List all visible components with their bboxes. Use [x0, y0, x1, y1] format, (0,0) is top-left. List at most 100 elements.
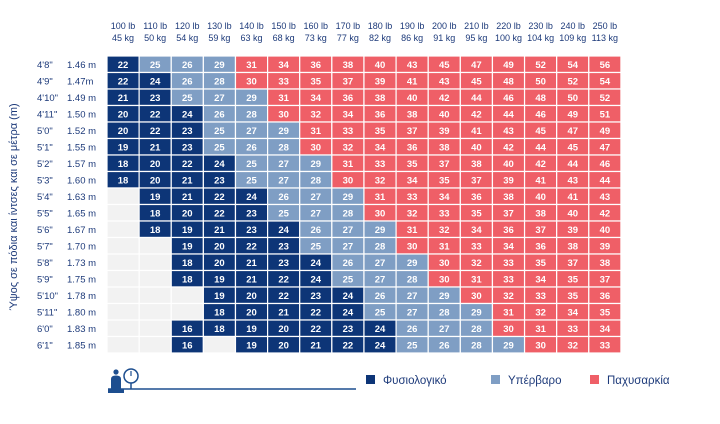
bmi-value-label: 56 [600, 60, 611, 71]
column-header-kg: 86 kg [401, 33, 423, 43]
empty-cell [138, 302, 172, 321]
column-header-lb: 110 lb [143, 21, 167, 31]
bmi-value-label: 52 [567, 76, 578, 87]
bmi-value-label: 26 [246, 142, 257, 153]
row-header-feet: 5'4" [37, 192, 53, 203]
column-header-lb: 180 lb [368, 21, 393, 31]
bmi-value-label: 34 [310, 93, 321, 104]
bmi-value-label: 43 [503, 126, 514, 137]
column-header-kg: 113 kg [592, 33, 618, 43]
bmi-value-label: 37 [407, 126, 418, 137]
bmi-value-label: 36 [503, 225, 514, 236]
bmi-value-label: 39 [503, 175, 514, 186]
bmi-value-label: 22 [246, 241, 257, 252]
bmi-value-label: 42 [439, 93, 450, 104]
bmi-value-label: 24 [375, 324, 386, 335]
empty-cell [106, 220, 140, 239]
bmi-cells: 22 25 26 29 31 34 36 38 40 43 45 47 49 52 54 56 22 24 26 28… [106, 55, 622, 354]
bmi-value-label: 40 [503, 159, 514, 170]
empty-cell [106, 286, 140, 305]
bmi-value-label: 20 [246, 307, 257, 318]
bmi-value-label: 35 [407, 159, 418, 170]
empty-cell [106, 187, 140, 206]
legend-swatch-normal [366, 375, 375, 384]
bmi-value-label: 30 [375, 208, 386, 219]
bmi-value-label: 33 [407, 192, 418, 203]
row-header-feet: 4'8" [37, 60, 53, 71]
empty-cell [138, 253, 172, 272]
bmi-value-label: 21 [182, 192, 193, 203]
bmi-value-label: 49 [503, 60, 514, 71]
bmi-value-label: 28 [343, 208, 354, 219]
bmi-value-label: 24 [310, 274, 321, 285]
row-header-meters: 1.50 m [67, 109, 96, 120]
bmi-value-label: 21 [278, 307, 289, 318]
row-header-feet: 6'0" [37, 324, 53, 335]
empty-cell [170, 286, 204, 305]
bmi-value-label: 27 [407, 291, 418, 302]
column-header-kg: 104 kg [527, 33, 554, 43]
row-header-meters: 1.57 m [67, 159, 96, 170]
bmi-value-label: 47 [567, 126, 578, 137]
bmi-value-label: 29 [343, 192, 354, 203]
bmi-value-label: 34 [503, 241, 514, 252]
bmi-value-label: 22 [150, 126, 161, 137]
bmi-value-label: 41 [567, 192, 578, 203]
bmi-value-label: 21 [246, 274, 257, 285]
column-header-lb: 210 lb [464, 21, 489, 31]
legend-label-overweight: Υπέρβαρο [508, 375, 561, 387]
bmi-value-label: 20 [150, 175, 161, 186]
bmi-value-label: 36 [343, 93, 354, 104]
bmi-value-label: 20 [246, 291, 257, 302]
bmi-value-label: 29 [310, 159, 321, 170]
bmi-value-label: 27 [407, 307, 418, 318]
bmi-value-label: 18 [118, 159, 129, 170]
bmi-value-label: 38 [343, 60, 354, 71]
bmi-value-label: 43 [567, 175, 578, 186]
empty-cell [106, 335, 140, 354]
bmi-value-label: 38 [567, 241, 578, 252]
bmi-value-label: 24 [150, 76, 161, 87]
bmi-value-label: 40 [535, 192, 546, 203]
row-header-meters: 1.60 m [67, 175, 96, 186]
bmi-value-label: 35 [600, 307, 611, 318]
bmi-value-label: 50 [567, 93, 578, 104]
empty-cell [138, 319, 172, 338]
bmi-value-label: 29 [407, 258, 418, 269]
column-header-kg: 73 kg [305, 33, 327, 43]
legend-swatch-overweight [491, 375, 500, 384]
bmi-value-label: 29 [471, 307, 482, 318]
bmi-value-label: 32 [535, 307, 546, 318]
column-header-lb: 200 lb [432, 21, 457, 31]
legend-swatch-obese [590, 375, 599, 384]
column-header-lb: 100 lb [111, 21, 136, 31]
row-header-meters: 1.46 m [67, 60, 96, 71]
bmi-value-label: 31 [471, 274, 482, 285]
y-axis-label: Ύψος σε πόδια και ίντσες και σε μέτρα (m… [8, 103, 20, 310]
bmi-value-label: 33 [535, 291, 546, 302]
empty-cell [106, 319, 140, 338]
row-header-meters: 1.63 m [67, 192, 96, 203]
bmi-value-label: 20 [182, 208, 193, 219]
bmi-value-label: 30 [278, 109, 289, 120]
bmi-value-label: 40 [567, 208, 578, 219]
bmi-value-label: 19 [214, 274, 225, 285]
bmi-value-label: 22 [310, 324, 321, 335]
bmi-value-label: 32 [567, 340, 578, 351]
row-header-meters: 1.73 m [67, 258, 96, 269]
bmi-value-label: 38 [471, 159, 482, 170]
bmi-value-label: 31 [246, 60, 257, 71]
bmi-value-label: 27 [310, 208, 321, 219]
bmi-value-label: 35 [535, 258, 546, 269]
row-header-feet: 6'1" [37, 340, 53, 351]
column-header-lb: 250 lb [593, 21, 618, 31]
row-header-meters: 1.83 m [67, 324, 96, 335]
bmi-value-label: 41 [407, 76, 418, 87]
bmi-value-label: 29 [246, 93, 257, 104]
empty-cell [106, 269, 140, 288]
bmi-value-label: 25 [343, 274, 354, 285]
bmi-value-label: 25 [150, 60, 161, 71]
bmi-value-label: 24 [214, 159, 225, 170]
bmi-value-label: 29 [278, 126, 289, 137]
bmi-value-label: 25 [246, 175, 257, 186]
